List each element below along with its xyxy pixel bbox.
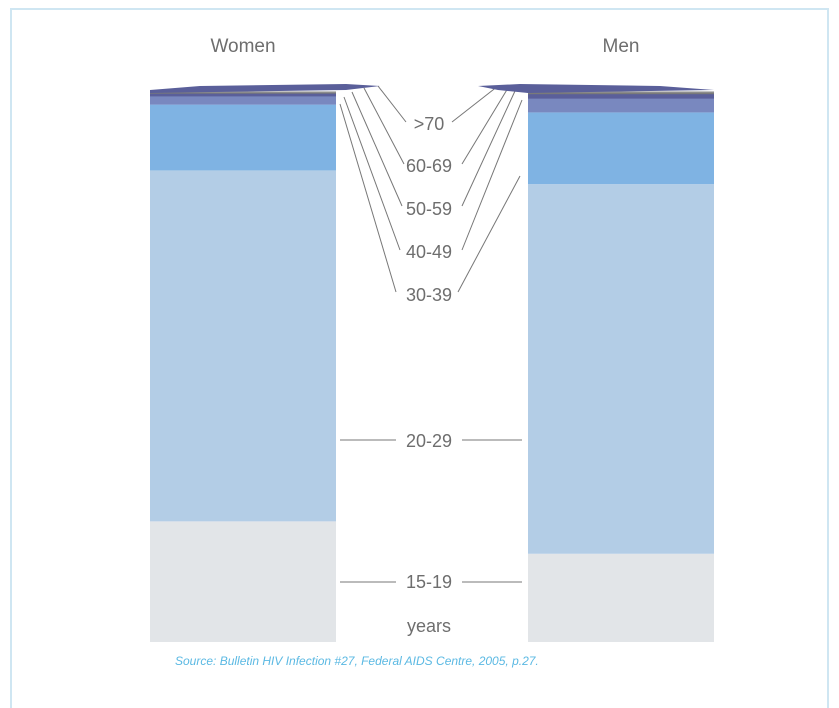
unit-label: years [407,616,451,636]
leader-left-60-69 [363,87,405,165]
segment-label-30-39: 30-39 [406,285,452,305]
segment-label-15-19: 15-19 [406,572,452,592]
source-note: Source: Bulletin HIV Infection #27, Fede… [175,654,539,668]
bar-women-40-49 [150,95,336,105]
bar-women-60-69 [150,91,336,94]
leader-left-50-59 [351,91,403,207]
segment-label-60-69: 60-69 [406,156,452,176]
segment-label-20-29: 20-29 [406,431,452,451]
category-label-women: Women [210,36,276,57]
leader-right-40-49 [461,99,523,251]
leader-left-30-39 [339,103,397,293]
bar-men-20-29 [528,184,714,554]
category-label-men: Men [602,36,640,57]
leader-right-50-59 [461,90,516,207]
bar-men-50-59 [528,93,714,99]
bar-women-15-19 [150,521,336,642]
segment-label-40-49: 40-49 [406,242,452,262]
top-cap-women [150,84,380,93]
stacked-bar-chart: >70 60-69 50-59 40-49 30-39 20-29 15-19 years [150,84,714,642]
bar-men-60-69 [528,91,714,95]
bar-men-over-70 [528,91,714,93]
bar-women-20-29 [150,170,336,522]
leader-right-60-69 [461,87,509,165]
bar-women-over-70 [150,91,336,93]
bar-men-40-49 [528,98,714,113]
bar-women-30-39 [150,104,336,171]
segment-label-50-59: 50-59 [406,199,452,219]
chart-frame [10,8,829,708]
leader-right-over-70 [451,85,499,123]
bar-men-15-19 [528,553,714,642]
segment-label-over-70: >70 [414,114,445,134]
top-cap-men [478,84,714,93]
bar-women-50-59 [150,93,336,97]
leader-left-40-49 [343,96,401,251]
bar-men-30-39 [528,112,714,185]
leader-left-over-70 [377,85,407,123]
leader-right-30-39 [457,175,521,293]
